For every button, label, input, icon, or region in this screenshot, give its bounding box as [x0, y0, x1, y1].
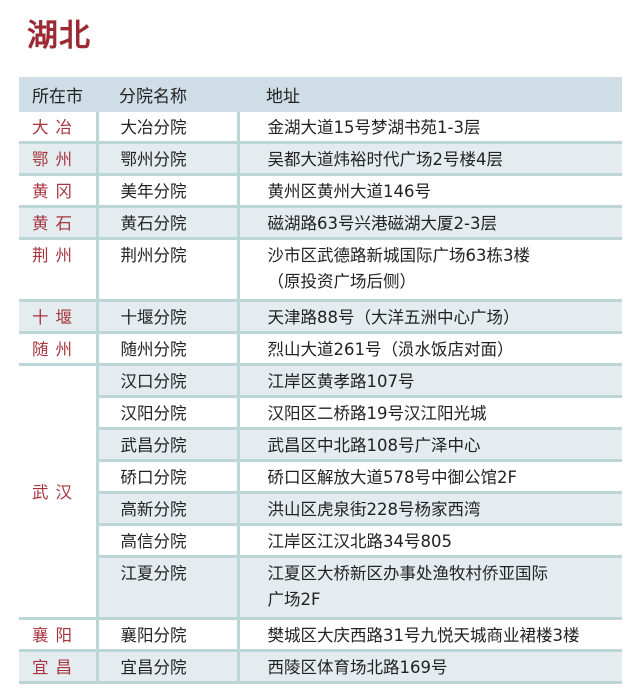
branch-cell: 汉口分院 — [97, 364, 240, 398]
table-row: 荆州 荆州分院 沙市区武德路新城国际广场63栋3楼 （原投资广场后侧） — [19, 238, 622, 302]
header-address: 地址 — [238, 77, 622, 112]
branch-cell: 武昌分院 — [97, 428, 240, 462]
address-line: 金湖大道15号梦湖书苑1-3层 — [267, 118, 481, 137]
address-line: 西陵区体育场北路169号 — [267, 658, 448, 677]
branch-cell: 黄石分院 — [97, 206, 240, 240]
branch-cell: 江夏分院 — [97, 556, 240, 620]
city-cell: 武汉 — [19, 364, 99, 620]
address-line: 江岸区黄孝路107号 — [267, 372, 415, 391]
address-cell: 沙市区武德路新城国际广场63栋3楼 （原投资广场后侧） — [238, 238, 622, 302]
city-cell: 宜昌 — [19, 650, 99, 684]
address-cell: 磁湖路63号兴港磁湖大厦2-3层 — [238, 206, 622, 240]
address-line: 洪山区虎泉街228号杨家西湾 — [267, 500, 481, 519]
address-cell: 黄州区黄州大道146号 — [238, 174, 622, 208]
address-cell: 吴都大道炜裕时代广场2号楼4层 — [238, 142, 622, 176]
branch-cell: 十堰分院 — [97, 300, 240, 334]
address-cell: 西陵区体育场北路169号 — [238, 650, 622, 684]
table-row: 硚口分院 硚口区解放大道578号中御公馆2F — [19, 460, 622, 494]
address-line: 磁湖路63号兴港磁湖大厦2-3层 — [267, 214, 497, 233]
branch-cell: 汉阳分院 — [97, 396, 240, 430]
address-cell: 江夏区大桥新区办事处渔牧村侨亚国际 广场2F — [238, 556, 622, 620]
table-row: 大冶 大冶分院 金湖大道15号梦湖书苑1-3层 — [19, 112, 622, 144]
table-row: 高新分院 洪山区虎泉街228号杨家西湾 — [19, 492, 622, 526]
address-cell: 江岸区黄孝路107号 — [238, 364, 622, 398]
header-branch: 分院名称 — [97, 77, 238, 112]
address-cell: 武昌区中北路108号广泽中心 — [238, 428, 622, 462]
address-line: 汉阳区二桥路19号汉江阳光城 — [267, 404, 487, 423]
table-row: 黄冈 美年分院 黄州区黄州大道146号 — [19, 174, 622, 208]
branch-cell: 襄阳分院 — [97, 618, 240, 652]
city-cell: 十堰 — [19, 300, 99, 334]
city-cell: 襄阳 — [19, 618, 99, 652]
city-cell: 黄石 — [19, 206, 99, 240]
header-city: 所在市 — [19, 77, 97, 112]
address-line: 硚口区解放大道578号中御公馆2F — [267, 468, 517, 487]
branch-cell: 鄂州分院 — [97, 142, 240, 176]
branch-cell: 大冶分院 — [97, 112, 240, 144]
address-cell: 烈山大道261号（涢水饭店对面） — [238, 332, 622, 366]
address-line: 江夏区大桥新区办事处渔牧村侨亚国际 — [267, 564, 549, 583]
table-header: 所在市 分院名称 地址 — [19, 77, 622, 112]
address-cell: 樊城区大庆西路31号九悦天城商业裙楼3楼 — [238, 618, 622, 652]
address-cell: 天津路88号（大洋五洲中心广场） — [238, 300, 622, 334]
address-line: 樊城区大庆西路31号九悦天城商业裙楼3楼 — [267, 626, 580, 645]
city-cell: 大冶 — [19, 112, 99, 144]
table-row: 鄂州 鄂州分院 吴都大道炜裕时代广场2号楼4层 — [19, 142, 622, 176]
address-cell: 硚口区解放大道578号中御公馆2F — [238, 460, 622, 494]
table-row: 武昌分院 武昌区中北路108号广泽中心 — [19, 428, 622, 462]
page-title: 湖北 — [27, 18, 91, 54]
table-row: 汉阳分院 汉阳区二桥路19号汉江阳光城 — [19, 396, 622, 430]
table-row: 黄石 黄石分院 磁湖路63号兴港磁湖大厦2-3层 — [19, 206, 622, 240]
branch-cell: 美年分院 — [97, 174, 240, 208]
address-line: 吴都大道炜裕时代广场2号楼4层 — [267, 150, 504, 169]
table-row: 十堰 十堰分院 天津路88号（大洋五洲中心广场） — [19, 300, 622, 334]
city-cell: 鄂州 — [19, 142, 99, 176]
address-cell: 汉阳区二桥路19号汉江阳光城 — [238, 396, 622, 430]
address-line: 天津路88号（大洋五洲中心广场） — [267, 308, 520, 327]
branch-cell: 硚口分院 — [97, 460, 240, 494]
table-row: 武汉 汉口分院 江岸区黄孝路107号 — [19, 364, 622, 620]
address-line: 江岸区江汉北路34号805 — [267, 532, 453, 551]
address-cell: 洪山区虎泉街228号杨家西湾 — [238, 492, 622, 526]
branch-cell: 高信分院 — [97, 524, 240, 558]
city-cell: 荆州 — [19, 238, 99, 302]
address-line: 沙市区武德路新城国际广场63栋3楼 — [267, 246, 531, 265]
branch-cell: 荆州分院 — [97, 238, 240, 302]
table-row: 江夏分院 江夏区大桥新区办事处渔牧村侨亚国际 广场2F — [19, 556, 622, 620]
address-line: 烈山大道261号（涢水饭店对面） — [267, 340, 514, 359]
table-row: 高信分院 江岸区江汉北路34号805 — [19, 524, 622, 558]
table-row: 襄阳 襄阳分院 樊城区大庆西路31号九悦天城商业裙楼3楼 — [19, 618, 622, 652]
address-cell: 江岸区江汉北路34号805 — [238, 524, 622, 558]
address-line: 广场2F — [267, 590, 321, 609]
branch-table: 所在市 分院名称 地址 大冶 大冶分院 金湖大道15号梦湖书苑1-3层鄂州 鄂州分院 吴… — [19, 77, 622, 684]
branch-cell: 宜昌分院 — [97, 650, 240, 684]
address-line: 武昌区中北路108号广泽中心 — [267, 436, 481, 455]
table-row: 宜昌 宜昌分院 西陵区体育场北路169号 — [19, 650, 622, 684]
address-cell: 金湖大道15号梦湖书苑1-3层 — [238, 112, 622, 144]
branch-cell: 高新分院 — [97, 492, 240, 526]
city-cell: 黄冈 — [19, 174, 99, 208]
address-line: 黄州区黄州大道146号 — [267, 182, 432, 201]
city-cell: 随州 — [19, 332, 99, 366]
address-line: （原投资广场后侧） — [267, 272, 417, 291]
table-row: 随州 随州分院 烈山大道261号（涢水饭店对面） — [19, 332, 622, 366]
branch-cell: 随州分院 — [97, 332, 240, 366]
